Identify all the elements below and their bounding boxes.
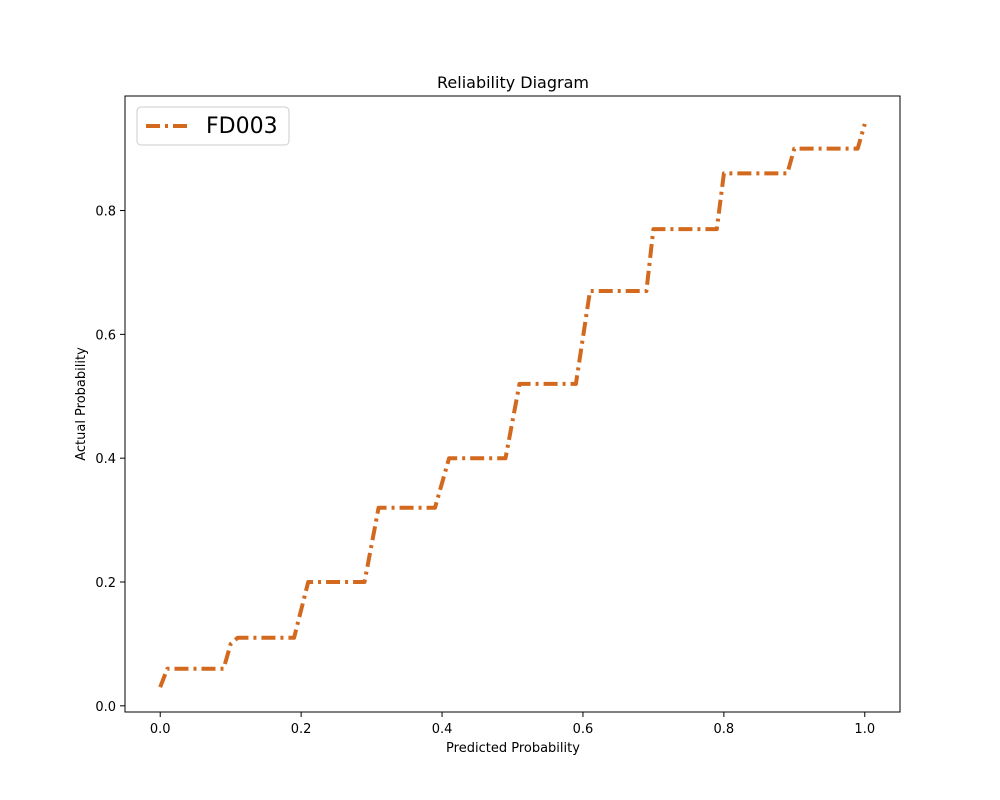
y-tick-label: 0.6	[95, 328, 116, 343]
x-tick-label: 0.0	[150, 722, 171, 737]
y-axis: 0.0 0.2 0.4 0.6 0.8	[95, 205, 125, 715]
legend-box	[136, 106, 290, 146]
series-line-fd003	[158, 123, 867, 688]
y-tick-label: 0.2	[95, 576, 116, 591]
series-layer	[158, 123, 867, 688]
y-tick-label: 0.0	[95, 700, 116, 715]
x-tick-label: 0.6	[573, 722, 594, 737]
y-axis-title: Actual Probability	[74, 347, 89, 461]
plot-frame	[124, 95, 901, 713]
x-tick-label: 0.8	[714, 722, 735, 737]
y-tick-label: 0.4	[95, 452, 116, 467]
chart-title: Reliability Diagram	[437, 73, 589, 92]
x-tick-label: 0.2	[291, 722, 312, 737]
y-tick-label: 0.8	[95, 205, 116, 220]
x-tick-label: 1.0	[854, 722, 875, 737]
x-axis: 0.0 0.2 0.4 0.6 0.8 1.0	[150, 712, 875, 737]
legend: FD003	[136, 106, 290, 146]
legend-label-fd003: FD003	[206, 114, 278, 139]
x-tick-label: 0.4	[432, 722, 453, 737]
x-axis-title: Predicted Probability	[446, 741, 580, 756]
